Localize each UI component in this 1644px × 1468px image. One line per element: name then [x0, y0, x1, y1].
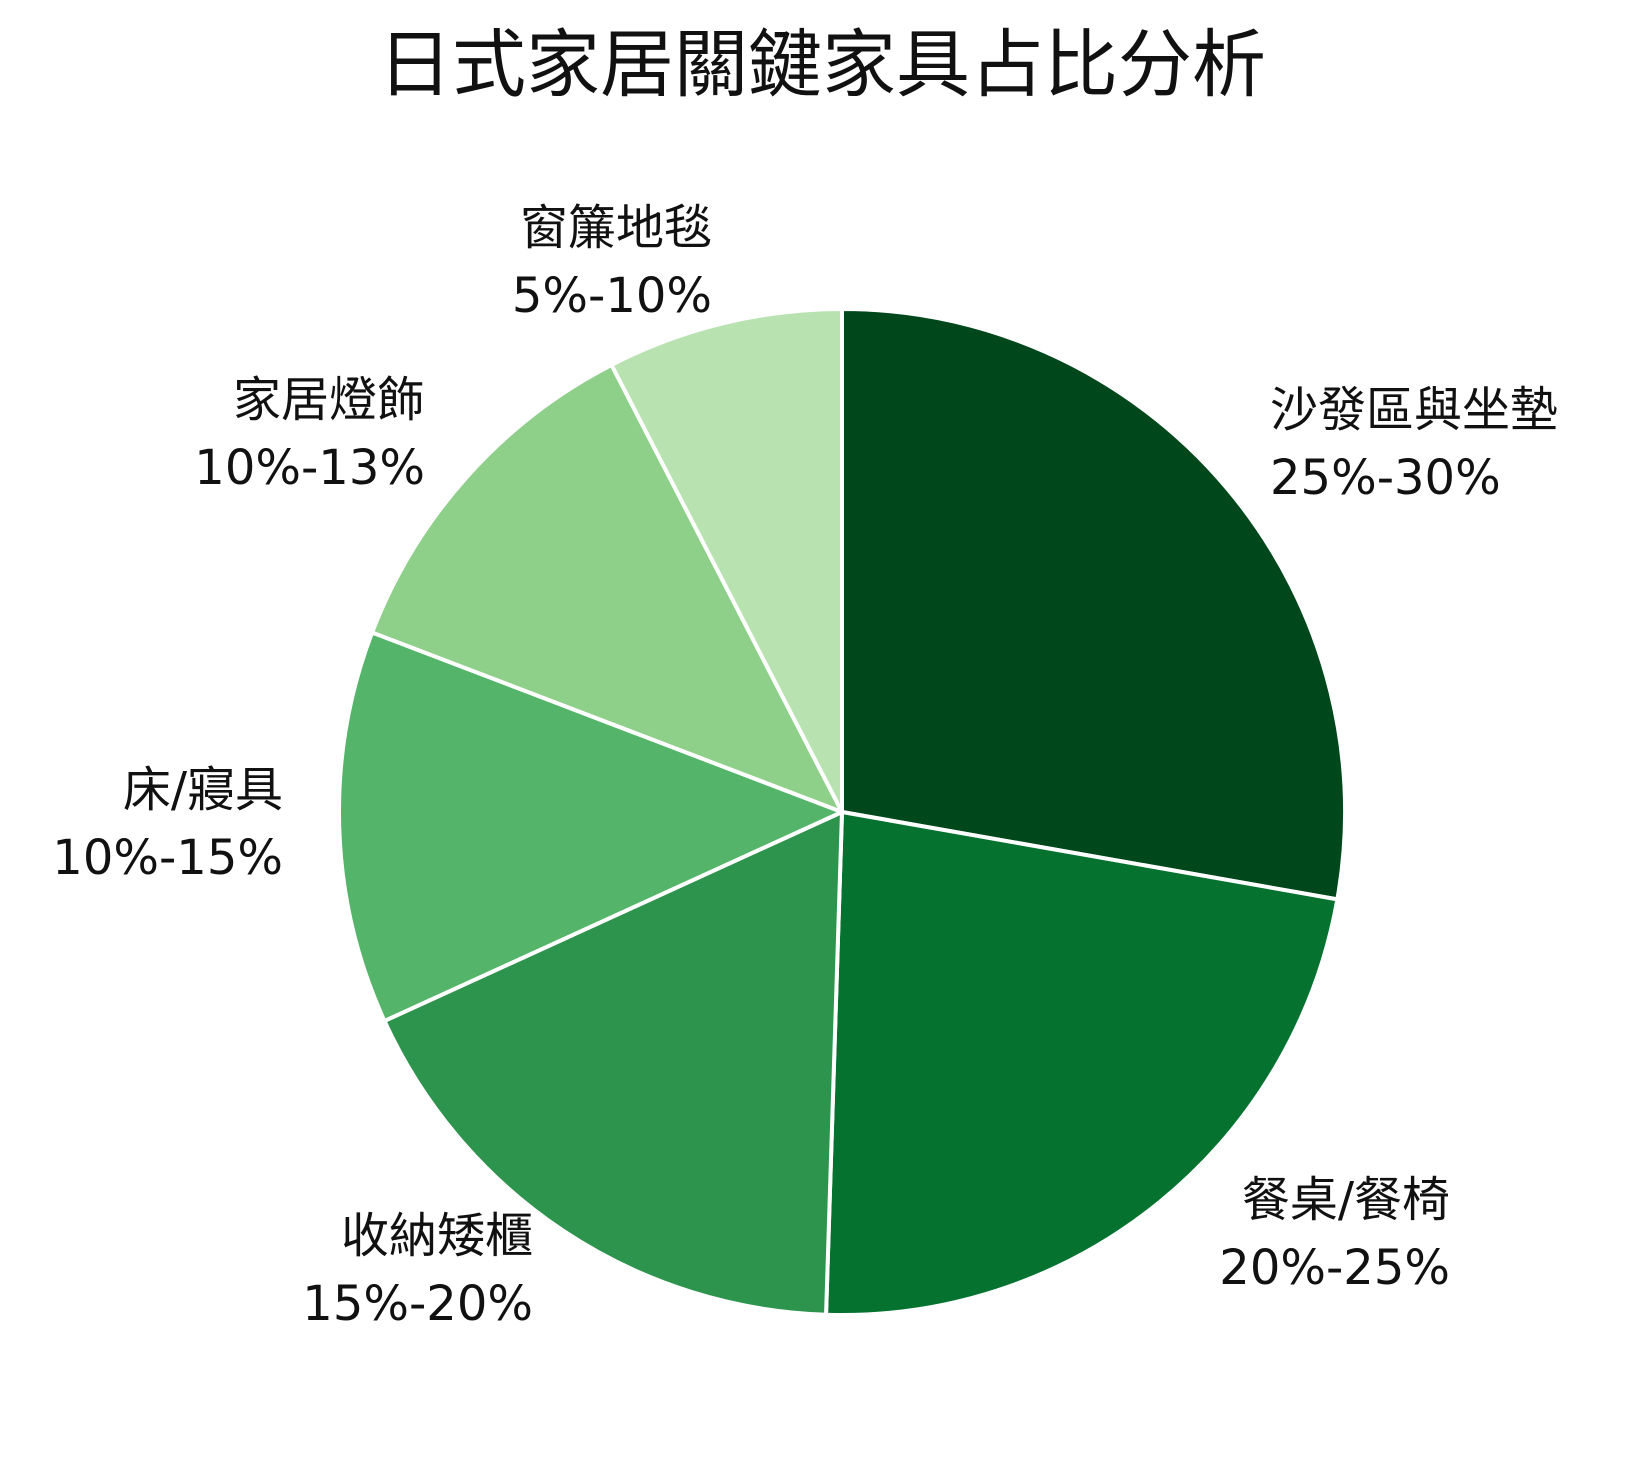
pie-slice-2 [824, 810, 1340, 1317]
slice-label-name: 沙發區與坐墊 [1270, 382, 1558, 438]
slice-label-range: 15%-20% [302, 1276, 533, 1332]
slice-label-2: 餐桌/餐椅 20%-25% [1219, 1172, 1450, 1296]
slice-label-name: 家居燈飾 [233, 372, 425, 428]
slice-label-range: 20%-25% [1219, 1240, 1450, 1296]
slice-label-name: 收納矮櫃 [341, 1208, 533, 1264]
pie-slice-5 [370, 362, 844, 814]
pie-slice-3 [382, 810, 844, 1317]
slice-label-range: 10%-15% [52, 830, 283, 886]
slice-label-5: 家居燈飾 10%-13% [194, 372, 425, 496]
slice-label-name: 床/寢具 [123, 762, 283, 818]
chart-title: 日式家居關鍵家具占比分析 [378, 22, 1266, 108]
slice-label-4: 床/寢具 10%-15% [52, 762, 283, 886]
slice-label-6: 窗簾地毯 5%-10% [512, 200, 712, 324]
pie-slice-4 [337, 630, 844, 1023]
slice-label-range: 25%-30% [1270, 450, 1501, 506]
pie-slice-6 [609, 307, 844, 814]
slice-label-range: 5%-10% [512, 268, 712, 324]
slice-label-name: 窗簾地毯 [520, 200, 712, 256]
slice-label-3: 收納矮櫃 15%-20% [302, 1208, 533, 1332]
pie-slices [337, 307, 1347, 1317]
slice-label-name: 餐桌/餐椅 [1242, 1172, 1450, 1228]
slice-label-range: 10%-13% [194, 440, 425, 496]
pie-slice-1 [840, 307, 1347, 902]
slice-label-1: 沙發區與坐墊 25%-30% [1270, 382, 1558, 506]
slice-labels: 沙發區與坐墊 25%-30% 餐桌/餐椅 20%-25% 收納矮櫃 15%-20% 床/寢具… [52, 200, 1558, 1332]
